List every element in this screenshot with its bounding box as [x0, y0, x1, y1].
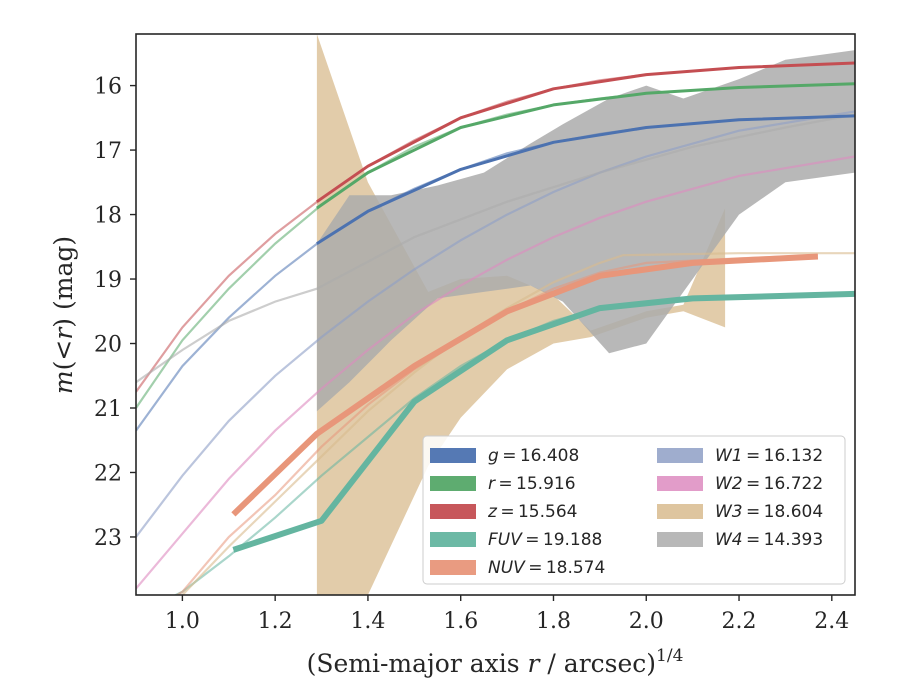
y-tick-label: 22 — [94, 461, 122, 486]
legend-label-nuv: NUV = 18.574 — [488, 558, 605, 578]
y-tick-label: 18 — [94, 204, 122, 229]
data-curve-fuv — [232, 290, 855, 553]
x-tick-label: 2.2 — [722, 609, 757, 634]
model-curve-w2 — [136, 155, 855, 590]
legend-swatch-z — [430, 504, 476, 519]
legend-label-fuv: FUV = 19.188 — [488, 530, 602, 550]
legend-swatch-g — [430, 448, 476, 463]
model-curve-w1 — [136, 110, 855, 538]
y-tick-label: 23 — [94, 526, 122, 551]
legend: g = 16.408 r = 15.916 z = 15.564 FUV = 19.1… — [422, 435, 846, 585]
data-curve-z — [316, 61, 855, 203]
legend-label-w1: W1 = 16.132 — [715, 446, 823, 466]
plot-area — [136, 34, 855, 595]
y-tick-label: 17 — [94, 139, 122, 164]
legend-label-w2: W2 = 16.722 — [715, 474, 823, 494]
x-tick-label: 1.6 — [443, 609, 478, 634]
x-tick-label: 1.8 — [536, 609, 571, 634]
model-curve-w4 — [136, 113, 855, 384]
legend-label-w3: W3 = 18.604 — [715, 502, 823, 522]
y-tick-label: 21 — [94, 397, 122, 422]
y-axis-ticks: 16 17 18 19 20 21 22 23 — [94, 75, 136, 551]
data-curves — [231, 61, 855, 553]
band-w3 — [316, 34, 726, 595]
x-axis-ticks: 1.0 1.2 1.4 1.6 1.8 2.0 2.2 2.4 — [165, 595, 849, 634]
data-curve-nuv — [231, 253, 819, 517]
legend-swatch-w4 — [657, 532, 703, 547]
legend-box — [422, 435, 846, 585]
legend-swatch-w1 — [657, 448, 703, 463]
legend-swatch-fuv — [430, 532, 476, 547]
x-tick-label: 1.2 — [258, 609, 293, 634]
legend-swatch-w3 — [657, 504, 703, 519]
x-tick-label: 2.0 — [629, 609, 664, 634]
x-tick-label: 2.4 — [814, 609, 849, 634]
legend-swatch-r — [430, 476, 476, 491]
legend-label-g: g = 16.408 — [488, 446, 579, 466]
plot-frame — [135, 33, 856, 596]
x-axis-title: (Semi-major axis r / arcsec)1/4 — [307, 646, 684, 678]
y-axis-title: m(<r) (mag) — [49, 236, 78, 394]
x-tick-label: 1.4 — [350, 609, 385, 634]
legend-swatch-w2 — [657, 476, 703, 491]
data-curve-r — [316, 82, 855, 210]
legend-label-w4: W4 = 14.393 — [715, 530, 823, 550]
y-tick-label: 16 — [94, 75, 122, 100]
data-curve-g — [316, 114, 855, 245]
y-tick-label: 20 — [94, 333, 122, 358]
legend-label-z: z = 15.564 — [487, 502, 577, 522]
legend-label-r: r = 15.916 — [488, 474, 576, 494]
legend-swatch-nuv — [430, 560, 476, 575]
y-tick-label: 19 — [94, 268, 122, 293]
x-tick-label: 1.0 — [165, 609, 200, 634]
